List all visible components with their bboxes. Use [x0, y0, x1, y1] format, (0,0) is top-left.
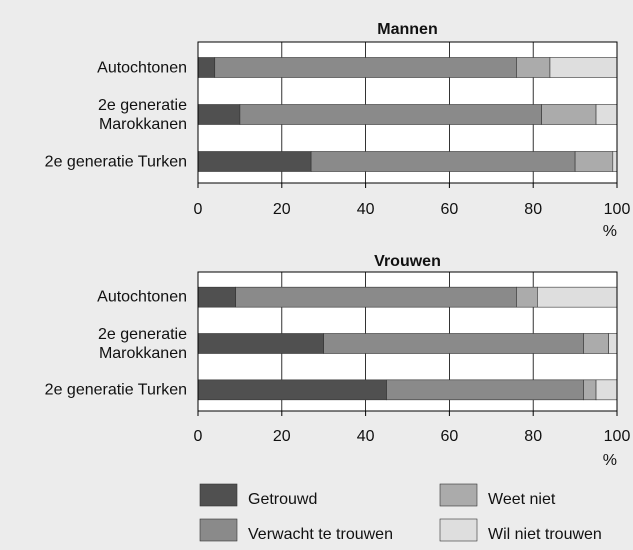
- x-axis-label: %: [603, 452, 617, 469]
- x-tick-label: 40: [357, 201, 375, 218]
- y-tick-label: 2e generatie Turken: [44, 153, 187, 170]
- bar-segment: [537, 286, 618, 308]
- bar-segment: [214, 57, 517, 78]
- y-tick-label: 2e generatie Marokkanen: [98, 96, 187, 133]
- chart-title: Mannen: [377, 21, 437, 38]
- bar-segment: [239, 104, 542, 125]
- bar-segment: [197, 104, 241, 125]
- legend-label: Verwacht te trouwen: [248, 526, 393, 543]
- legend-label: Getrouwd: [248, 491, 317, 508]
- legend-label: Wil niet trouwen: [488, 526, 602, 543]
- plot-frame: [197, 271, 618, 412]
- y-tick-label: 2e generatie Marokkanen: [98, 325, 187, 362]
- bar-segment: [583, 333, 609, 354]
- x-tick-label: 100: [604, 201, 631, 218]
- y-tick-label: Autochtonen: [97, 288, 187, 306]
- plot-frame: [197, 41, 618, 184]
- bar-segment: [549, 57, 618, 78]
- bar-segment: [386, 379, 584, 401]
- chart-title: Vrouwen: [374, 253, 441, 270]
- x-tick-label: 60: [441, 201, 459, 218]
- bar-segment: [516, 57, 551, 78]
- bar-segment: [197, 333, 324, 354]
- bar-segment: [197, 286, 237, 308]
- x-tick-label: 60: [441, 428, 459, 445]
- x-axis-label: %: [603, 223, 617, 240]
- bar-segment: [310, 151, 576, 172]
- bar-segment: [541, 104, 597, 125]
- x-tick-label: 80: [524, 201, 542, 218]
- y-tick-label: Autochtonen: [97, 59, 187, 76]
- bar-segment: [595, 104, 618, 125]
- legend-swatch: [439, 483, 478, 507]
- bar-segment: [574, 151, 614, 172]
- bar-segment: [583, 379, 597, 401]
- bar-segment: [235, 286, 517, 308]
- bar-segment: [595, 379, 618, 401]
- x-tick-label: 0: [194, 201, 203, 218]
- bar-segment: [612, 151, 618, 172]
- x-tick-label: 0: [194, 428, 203, 445]
- bar-segment: [197, 57, 216, 78]
- bar-segment: [197, 151, 312, 172]
- bar-segment: [323, 333, 584, 354]
- legend-swatch: [199, 483, 238, 507]
- bar-segment: [197, 379, 387, 401]
- bar-segment: [608, 333, 618, 354]
- y-tick-label: 2e generatie Turken: [44, 381, 187, 399]
- legend-swatch: [439, 518, 478, 542]
- legend-swatch: [199, 518, 238, 542]
- x-tick-label: 100: [604, 428, 631, 445]
- bar-segment: [516, 286, 538, 308]
- legend-label: Weet niet: [488, 491, 556, 508]
- x-tick-label: 80: [524, 428, 542, 445]
- x-tick-label: 20: [273, 201, 291, 218]
- x-tick-label: 40: [357, 428, 375, 445]
- x-tick-label: 20: [273, 428, 291, 445]
